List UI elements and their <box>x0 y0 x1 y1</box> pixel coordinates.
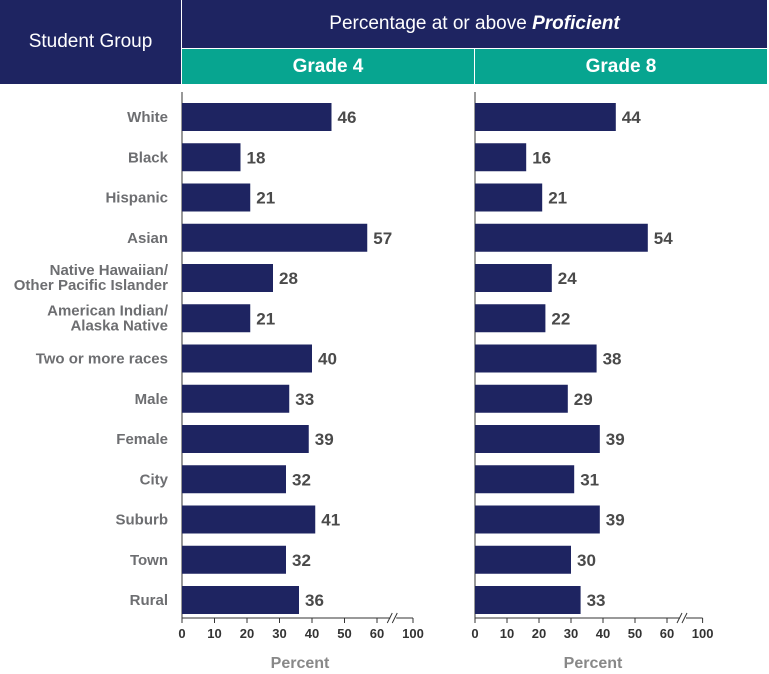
data-label: 54 <box>654 229 673 248</box>
student-group-label: Student Group <box>28 31 153 52</box>
data-label: 28 <box>279 269 298 288</box>
x-tick-label: 10 <box>500 626 514 641</box>
x-axis-label: Percent <box>271 655 330 672</box>
bar <box>182 304 251 333</box>
bar <box>182 545 286 574</box>
bar <box>475 384 568 413</box>
bar <box>475 264 552 292</box>
x-tick-label: 40 <box>305 626 319 641</box>
data-label: 21 <box>256 309 275 328</box>
axis-break-mark <box>386 612 393 624</box>
data-label: 22 <box>551 309 570 328</box>
axis-break-mark <box>676 612 683 624</box>
bar <box>182 425 309 453</box>
bar <box>475 223 648 252</box>
x-tick-label: 60 <box>660 626 674 641</box>
data-label: 39 <box>606 430 625 449</box>
x-tick-label: 20 <box>240 626 254 641</box>
x-tick-label: 60 <box>370 626 384 641</box>
data-label: 46 <box>338 108 357 127</box>
grade-8-label: Grade 8 <box>585 55 657 77</box>
bar <box>475 505 600 534</box>
data-label: 41 <box>321 511 340 530</box>
bar <box>182 505 316 534</box>
x-tick-label: 20 <box>532 626 546 641</box>
bar <box>475 103 616 131</box>
axis-break-mark <box>681 612 688 624</box>
x-tick-label: 10 <box>207 626 221 641</box>
category-label: American Indian/Alaska Native <box>47 302 169 334</box>
data-label: 29 <box>574 390 593 409</box>
bar <box>475 545 571 574</box>
category-label: Two or more races <box>36 351 168 368</box>
grade-4-header: Grade 4 <box>182 49 474 84</box>
student-group-header: Student Group <box>0 0 181 84</box>
data-label: 57 <box>373 229 392 248</box>
bar <box>475 304 546 333</box>
bar <box>475 586 581 614</box>
data-label: 33 <box>587 591 606 610</box>
bar <box>182 384 290 413</box>
x-tick-label: 100 <box>402 626 424 641</box>
bar <box>182 465 286 494</box>
category-label: Black <box>128 149 169 166</box>
bar <box>475 425 600 453</box>
bar <box>475 183 543 212</box>
bar <box>475 143 527 172</box>
data-label: 32 <box>292 551 311 570</box>
x-tick-label: 50 <box>337 626 351 641</box>
x-tick-label: 100 <box>692 626 714 641</box>
category-label: Suburb <box>116 512 169 529</box>
bar <box>475 344 597 373</box>
bar <box>182 586 299 614</box>
data-label: 16 <box>532 148 551 167</box>
chart-title-prefix: Percentage at or above <box>329 13 533 34</box>
chart-title-header: Percentage at or above Proficient <box>182 0 767 48</box>
data-label: 18 <box>247 148 266 167</box>
data-label: 21 <box>256 189 275 208</box>
category-label: Rural <box>130 592 168 609</box>
category-label: White <box>127 109 168 126</box>
data-label: 36 <box>305 591 324 610</box>
x-tick-label: 0 <box>178 626 185 641</box>
data-label: 33 <box>295 390 314 409</box>
data-label: 30 <box>577 551 596 570</box>
x-tick-label: 40 <box>596 626 610 641</box>
category-label: Hispanic <box>105 190 168 207</box>
category-label: Native Hawaiian/Other Pacific Islander <box>14 262 169 294</box>
data-label: 38 <box>603 350 622 369</box>
data-label: 40 <box>318 350 337 369</box>
data-label: 39 <box>606 511 625 530</box>
category-label: Town <box>130 552 168 569</box>
x-tick-label: 30 <box>564 626 578 641</box>
bar <box>182 344 312 373</box>
x-tick-label: 30 <box>272 626 286 641</box>
category-label: Male <box>135 391 168 408</box>
x-tick-label: 50 <box>628 626 642 641</box>
category-label: Asian <box>127 230 168 247</box>
category-label: Female <box>116 431 168 448</box>
data-label: 31 <box>580 470 599 489</box>
category-label: City <box>140 471 169 488</box>
bar <box>182 183 251 212</box>
grade-8-header: Grade 8 <box>475 49 767 84</box>
bar <box>182 264 273 292</box>
bar <box>182 103 332 131</box>
chart-title-emphasis: Proficient <box>532 13 620 34</box>
data-label: 39 <box>315 430 334 449</box>
bar <box>182 143 241 172</box>
x-axis-label: Percent <box>564 655 623 672</box>
data-label: 21 <box>548 189 567 208</box>
data-label: 24 <box>558 269 577 288</box>
data-label: 32 <box>292 470 311 489</box>
bar <box>182 223 368 252</box>
bar <box>475 465 575 494</box>
x-tick-label: 0 <box>471 626 478 641</box>
data-label: 44 <box>622 108 641 127</box>
axis-break-mark <box>391 612 398 624</box>
grade-4-label: Grade 4 <box>292 55 364 77</box>
